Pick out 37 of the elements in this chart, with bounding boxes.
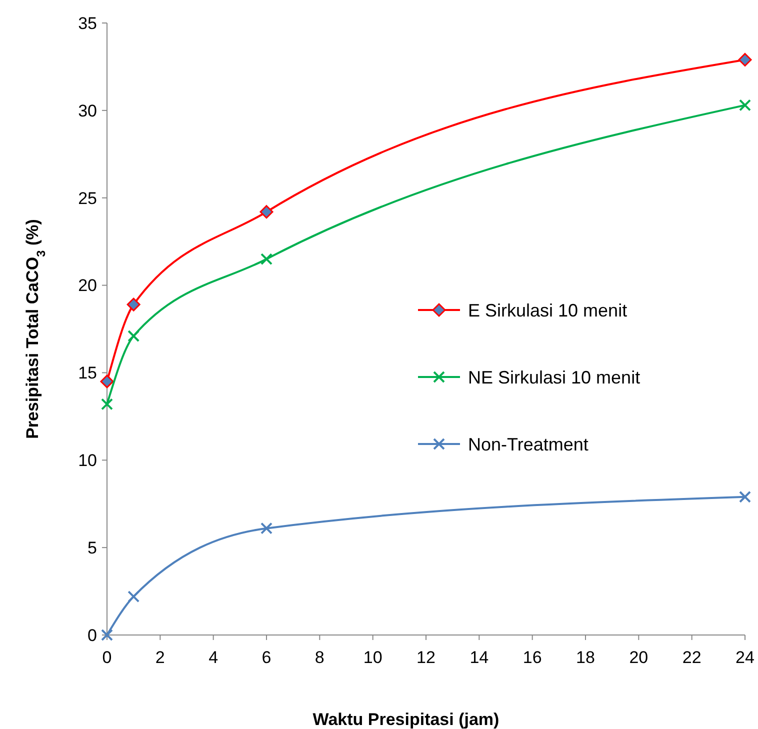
legend-label: NE Sirkulasi 10 menit [468,367,640,388]
y-tick-label: 30 [78,101,97,120]
x-tick-label: 6 [262,648,272,667]
x-tick-label: 4 [208,648,218,667]
point [101,629,113,641]
x-tick-label: 24 [736,648,754,667]
x-tick-label: 10 [363,648,382,667]
x-tick-label: 22 [682,648,702,667]
y-tick-label: 0 [88,626,97,645]
y-tick-label: 20 [78,276,97,296]
x-tick-label: 16 [522,648,542,667]
y-tick-label: 5 [88,538,97,558]
point [101,398,113,410]
y-tick-label: 25 [78,188,97,208]
y-tick-label: 15 [78,364,97,383]
y-tick-label: 10 [78,451,97,470]
x-tick-label: 18 [576,648,595,667]
x-tick-label: 8 [314,648,324,667]
x-tick-label: 20 [629,648,648,667]
point [128,330,140,342]
point [128,590,140,603]
x-tick-label: 2 [155,648,165,667]
point [126,298,140,312]
point [738,52,752,66]
legend-label: E Sirkulasi 10 menit [468,300,628,320]
x-tick-label: 0 [102,648,112,667]
legend-label: Non-Treatment [468,434,588,454]
x-tick-label: 14 [470,648,489,667]
point [739,99,751,112]
x-tick-label: 12 [416,648,436,667]
point [260,205,274,219]
x-axis-title: Waktu Presipitasi (jam) [312,710,500,729]
y-tick-label: 35 [78,14,97,33]
point [260,522,272,534]
point [739,490,751,503]
point [260,253,272,266]
point [100,374,114,388]
